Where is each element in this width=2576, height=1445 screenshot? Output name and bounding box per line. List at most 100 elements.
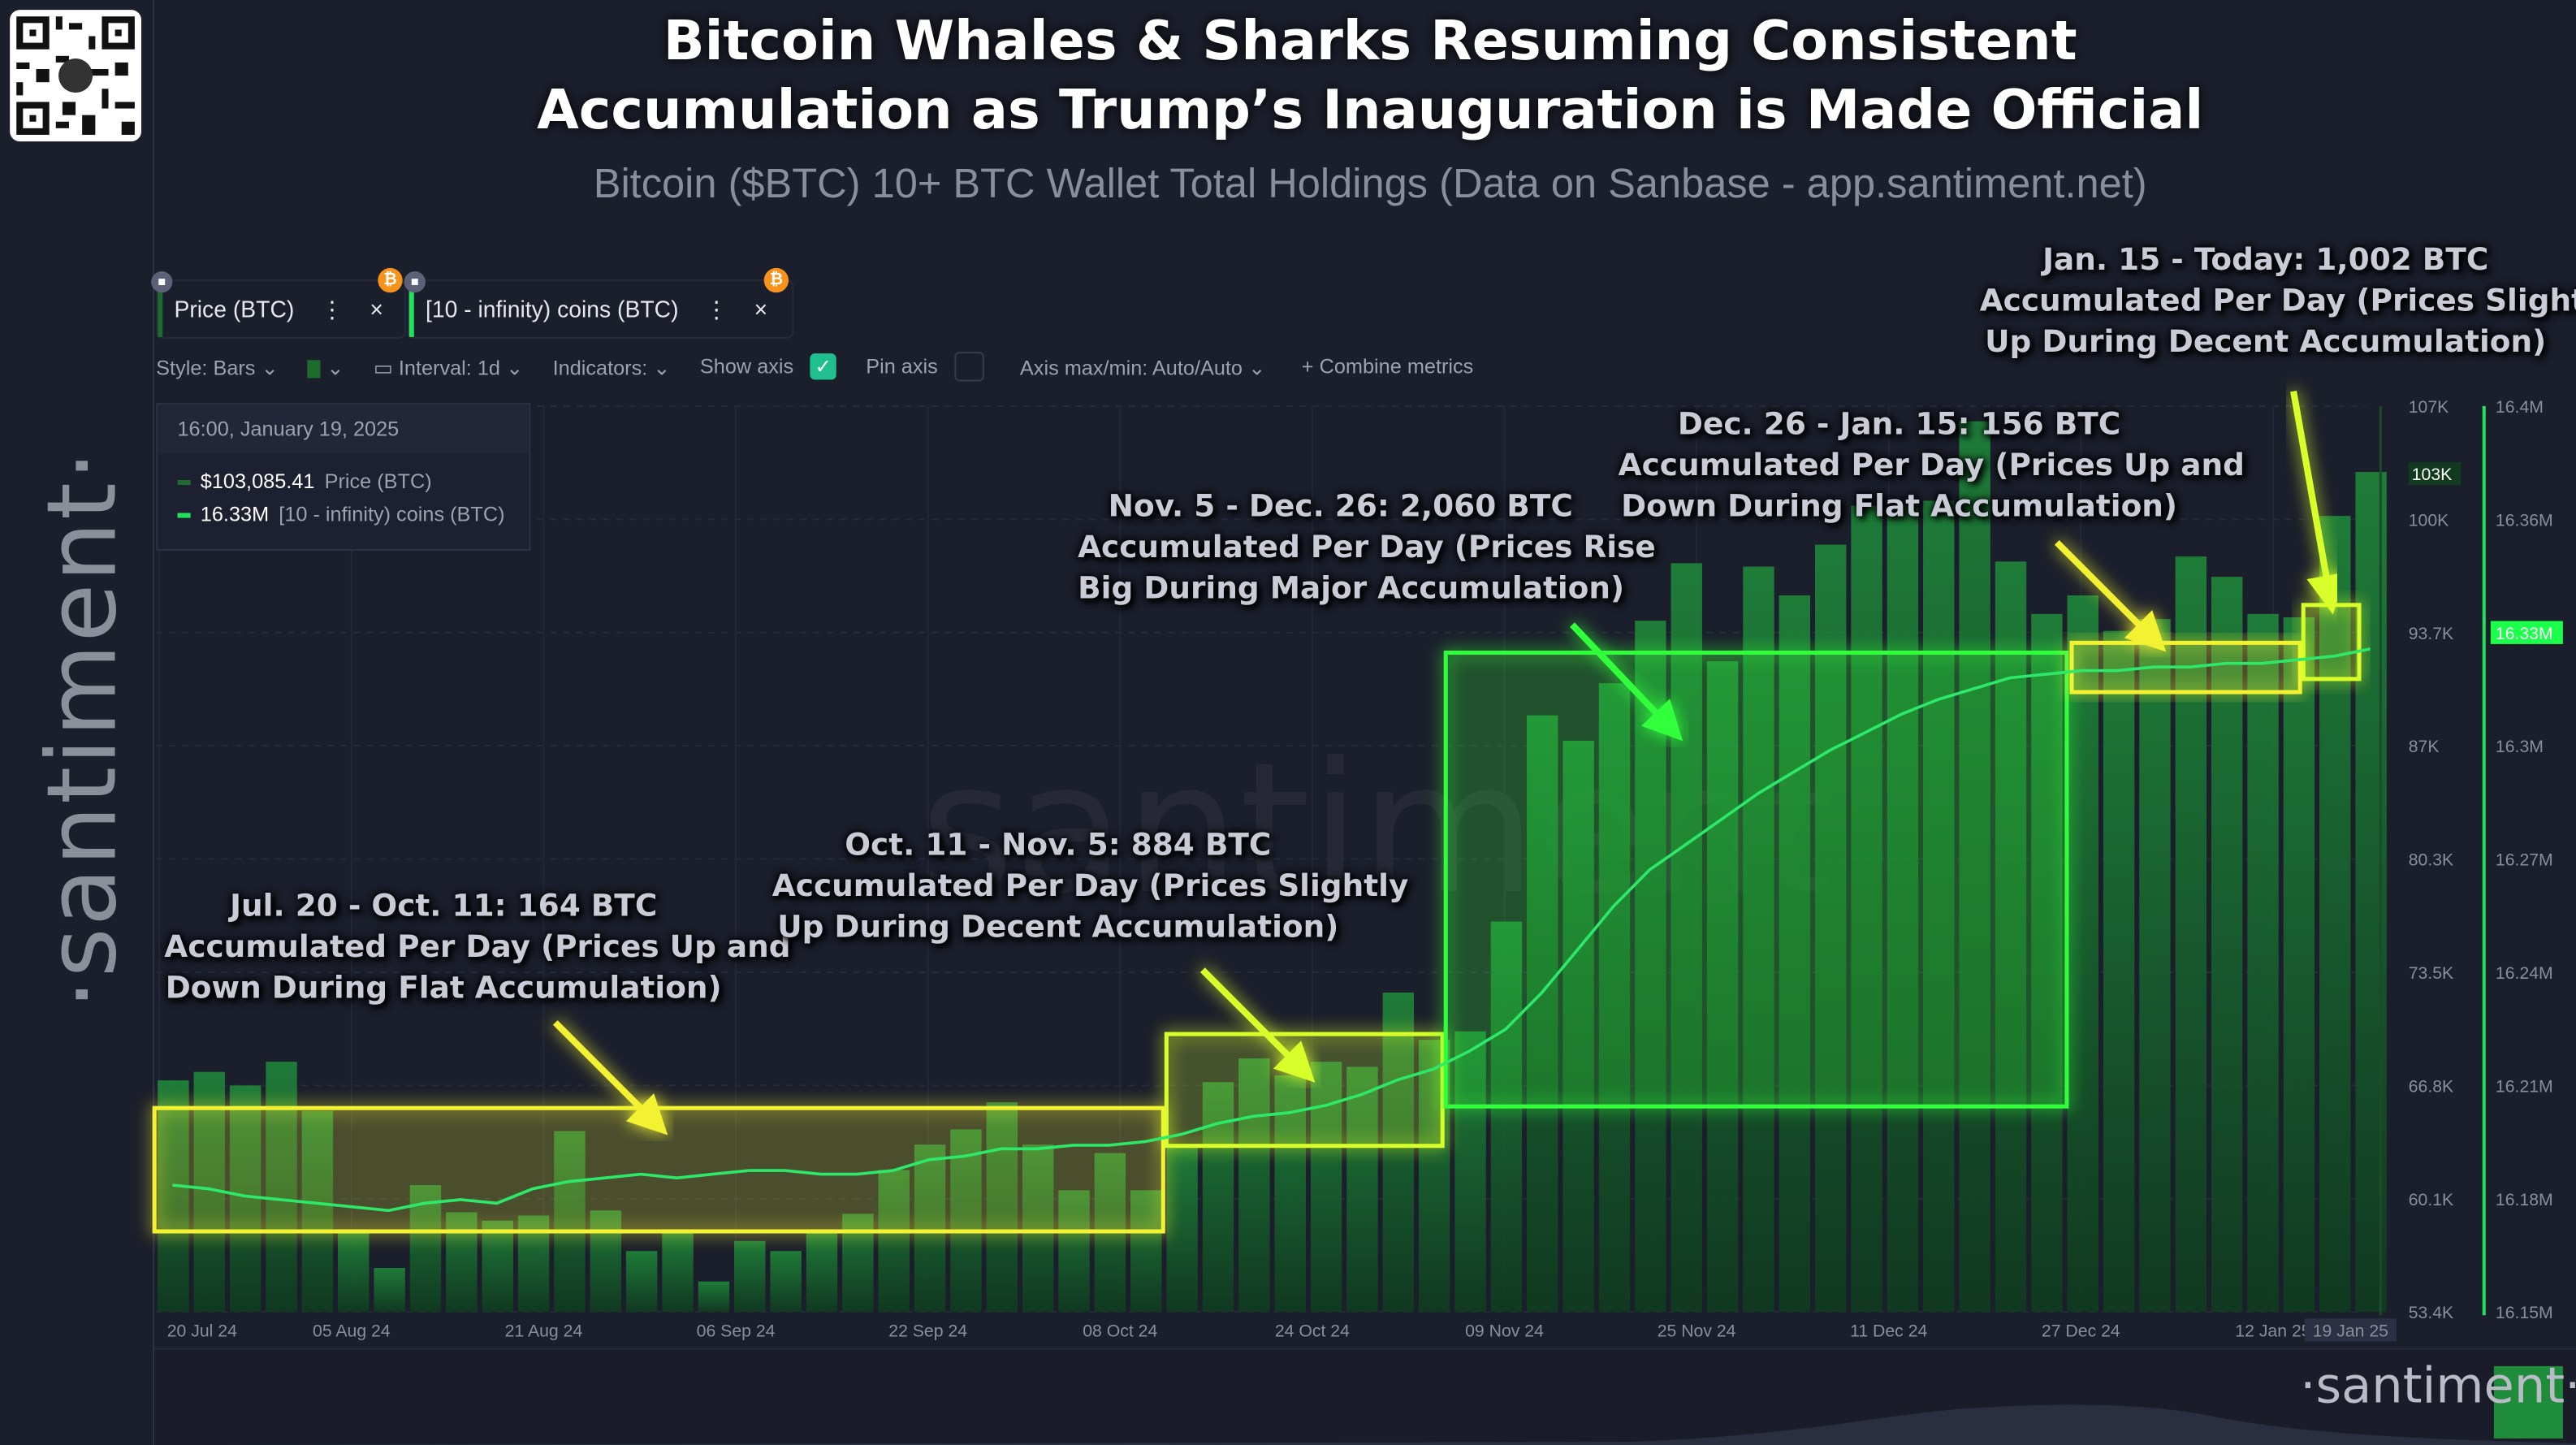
metric-color-bar bbox=[408, 288, 414, 337]
price-tick-label: 80.3K bbox=[2409, 850, 2453, 870]
plus-icon: + bbox=[1301, 355, 1314, 379]
more-options-icon[interactable]: ⋮ bbox=[320, 295, 344, 322]
holdings-tick-label: 16.36M bbox=[2496, 510, 2553, 530]
qr-code-icon bbox=[10, 10, 141, 142]
price-bar bbox=[2103, 630, 2135, 1313]
x-tick-label: 09 Nov 24 bbox=[1465, 1322, 1544, 1341]
x-tick-label: 06 Sep 24 bbox=[697, 1322, 776, 1341]
price-tick-label: 60.1K bbox=[2409, 1190, 2453, 1209]
price-bar bbox=[698, 1281, 730, 1313]
bitcoin-icon: ₿ bbox=[763, 267, 789, 293]
price-tick-label: 73.5K bbox=[2409, 963, 2453, 983]
tooltip-price-row: $103,085.41 Price (BTC) bbox=[158, 470, 529, 493]
arrow-icon bbox=[1199, 967, 1316, 1083]
x-tick-label: 12 Jan 25 bbox=[2235, 1322, 2310, 1341]
x-tick-label: 27 Dec 24 bbox=[2042, 1322, 2120, 1341]
price-tick-label: 66.8K bbox=[2409, 1076, 2453, 1096]
x-tick-label: 22 Sep 24 bbox=[888, 1322, 967, 1341]
arrow-icon bbox=[2290, 391, 2346, 615]
annotation-dec-jan: Dec. 26 - Jan. 15: 156 BTC Accumulated Pe… bbox=[1618, 407, 2245, 525]
annotation-jan-today: Jan. 15 - Today: 1,002 BTC Accumulated Pe… bbox=[1979, 243, 2576, 361]
metric-tab-price[interactable]: Price (BTC) ⋮ × bbox=[156, 279, 406, 339]
price-bar bbox=[2211, 577, 2243, 1313]
price-bar bbox=[2283, 617, 2315, 1313]
price-bar bbox=[734, 1240, 766, 1313]
price-bar bbox=[662, 1232, 694, 1313]
price-bar bbox=[2355, 472, 2387, 1313]
price-bar bbox=[482, 1220, 513, 1313]
calendar-icon: ▭ bbox=[373, 356, 393, 379]
metric-label: Price (BTC) bbox=[174, 296, 295, 322]
price-tick-label: 53.4K bbox=[2409, 1303, 2453, 1322]
annotation-jul-oct: Jul. 20 - Oct. 11: 164 BTC Accumulated Pe… bbox=[164, 889, 791, 1006]
price-bar bbox=[2247, 613, 2279, 1313]
holdings-tick-label: 16.27M bbox=[2496, 850, 2553, 870]
price-bar bbox=[2139, 619, 2171, 1313]
arrow-icon bbox=[2054, 540, 2167, 652]
show-axis-label: Show axis bbox=[699, 355, 794, 379]
price-bar bbox=[625, 1251, 658, 1313]
pin-axis-checkbox[interactable] bbox=[954, 352, 984, 382]
x-tick-label: 24 Oct 24 bbox=[1275, 1322, 1350, 1341]
x-tick-label: 21 Aug 24 bbox=[505, 1322, 583, 1341]
interval-dropdown[interactable]: ▭ Interval: 1d ⌄ bbox=[373, 356, 524, 379]
title-line-1: Bitcoin Whales & Sharks Resuming Consist… bbox=[663, 8, 2077, 73]
highlight-box bbox=[1443, 650, 2069, 1109]
highlight-box bbox=[152, 1105, 1165, 1234]
arrow-icon bbox=[552, 1020, 668, 1136]
holdings-tick-label: 16.4M bbox=[2496, 397, 2544, 417]
metric-color-bar bbox=[158, 288, 163, 337]
price-bar bbox=[338, 1232, 370, 1313]
tooltip-panel: 16:00, January 19, 2025 $103,085.41 Price… bbox=[156, 402, 531, 552]
price-tick-label: 87K bbox=[2409, 737, 2440, 756]
bitcoin-icon: ₿ bbox=[378, 267, 403, 293]
page-title: Bitcoin Whales & Sharks Resuming Consist… bbox=[164, 6, 2576, 145]
page-subtitle: Bitcoin ($BTC) 10+ BTC Wallet Total Hold… bbox=[593, 161, 2147, 208]
x-tick-label: 05 Aug 24 bbox=[313, 1322, 391, 1341]
price-bar bbox=[806, 1232, 838, 1313]
annotation-arrows bbox=[552, 391, 2346, 1136]
lock-icon: ■ bbox=[404, 270, 426, 293]
price-bar bbox=[770, 1251, 802, 1313]
holdings-tick-label: 16.33M bbox=[2496, 624, 2553, 643]
highlight-boxes bbox=[152, 603, 2362, 1234]
arrow-icon bbox=[1570, 622, 1683, 742]
x-tick-label: 11 Dec 24 bbox=[1850, 1322, 1927, 1341]
axis-minmax-dropdown[interactable]: Axis max/min: Auto/Auto ⌄ bbox=[1019, 356, 1266, 379]
indicators-dropdown[interactable]: Indicators: ⌄ bbox=[552, 356, 671, 379]
highlight-box bbox=[2301, 603, 2362, 681]
bottom-brand-logo: ·santiment· bbox=[2300, 1357, 2576, 1416]
x-tick-label: 08 Oct 24 bbox=[1083, 1322, 1157, 1341]
title-line-2: Accumulation as Trump’s Inauguration is … bbox=[537, 77, 2204, 142]
combine-metrics-button[interactable]: + Combine metrics bbox=[1301, 355, 1474, 379]
color-dropdown[interactable]: ⌄ bbox=[308, 354, 344, 379]
highlight-box bbox=[1164, 1032, 1445, 1149]
show-axis-checkbox[interactable]: ✓ bbox=[810, 353, 836, 380]
lock-icon: ■ bbox=[151, 270, 173, 293]
holdings-tick-label: 16.18M bbox=[2496, 1190, 2553, 1209]
holdings-tick-label: 16.15M bbox=[2496, 1303, 2553, 1322]
annotation-oct-nov: Oct. 11 - Nov. 5: 884 BTC Accumulated Per… bbox=[772, 828, 1409, 945]
close-icon[interactable]: × bbox=[754, 296, 768, 322]
holdings-tick-label: 16.24M bbox=[2496, 963, 2553, 983]
price-tick-label: 107K bbox=[2409, 397, 2449, 417]
tooltip-holdings-row: 16.33M [10 - infinity) coins (BTC) bbox=[158, 503, 529, 526]
annotation-nov-dec: Nov. 5 - Dec. 26: 2,060 BTC Accumulated P… bbox=[1078, 490, 1656, 607]
range-navigator[interactable] bbox=[154, 1348, 2576, 1445]
navigator-selection-handle[interactable] bbox=[2493, 1365, 2563, 1439]
price-tick-label: 100K bbox=[2409, 510, 2449, 530]
holdings-tick-label: 16.3M bbox=[2496, 737, 2544, 756]
close-icon[interactable]: × bbox=[370, 296, 383, 322]
price-bar bbox=[1166, 1146, 1198, 1313]
x-tick-label: 25 Nov 24 bbox=[1658, 1322, 1736, 1341]
price-bar bbox=[2067, 595, 2098, 1313]
tooltip-datetime: 16:00, January 19, 2025 bbox=[158, 404, 529, 454]
style-dropdown[interactable]: Style: Bars ⌄ bbox=[156, 356, 279, 379]
metric-tab-holdings[interactable]: [10 - infinity) coins (BTC) ⋮ × bbox=[407, 279, 794, 339]
price-tick-label: 93.7K bbox=[2409, 624, 2453, 643]
x-tick-label: 20 Jul 24 bbox=[167, 1322, 237, 1341]
more-options-icon[interactable]: ⋮ bbox=[704, 295, 728, 322]
metric-label: [10 - infinity) coins (BTC) bbox=[425, 296, 679, 322]
